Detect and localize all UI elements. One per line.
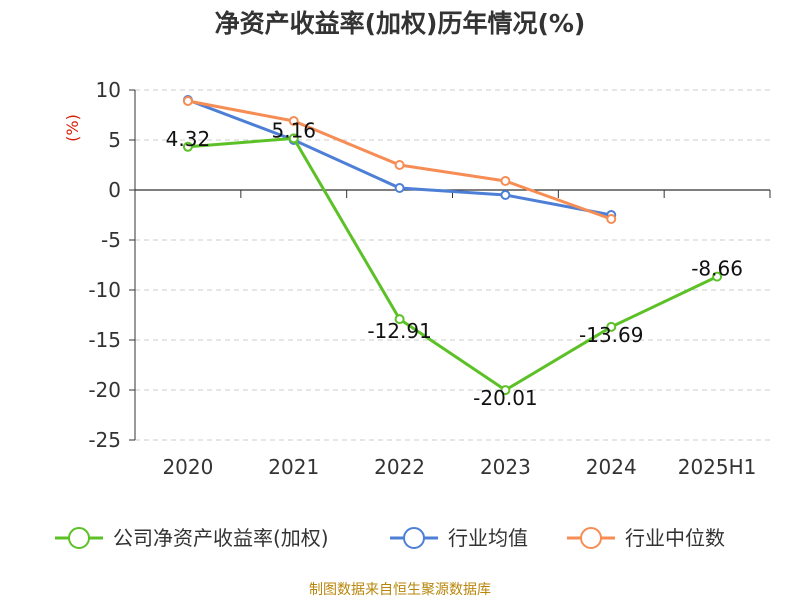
legend-marker <box>580 527 602 549</box>
y-tick-label: -20 <box>88 378 121 402</box>
data-point <box>288 133 299 144</box>
legend-label: 公司净资产收益率(加权) <box>113 526 329 550</box>
x-tick-label: 2024 <box>586 455 637 479</box>
data-point <box>500 176 511 186</box>
data-label: 4.32 <box>166 127 211 151</box>
source-note: 制图数据来自恒生聚源数据库 <box>309 582 491 598</box>
chart-title: 净资产收益率(加权)历年情况(%) <box>214 9 586 38</box>
legend-label: 行业中位数 <box>625 526 725 550</box>
series-line-0 <box>187 136 718 392</box>
data-point <box>394 160 405 170</box>
legend-marker <box>68 527 90 549</box>
data-point <box>182 96 193 106</box>
data-point <box>712 271 723 282</box>
data-label: -8.66 <box>691 257 743 281</box>
data-label: -13.69 <box>579 323 643 347</box>
data-point <box>394 314 405 325</box>
data-point <box>500 190 511 200</box>
data-point <box>394 183 405 193</box>
data-point <box>606 214 617 224</box>
legend-marker <box>403 527 425 549</box>
y-tick-label: 5 <box>108 128 121 152</box>
data-label: -12.91 <box>367 319 431 343</box>
y-tick-label: 10 <box>96 78 121 102</box>
data-point <box>182 141 193 152</box>
y-tick-label: -5 <box>101 228 121 252</box>
y-axis-unit: (%) <box>63 114 82 142</box>
x-tick-label: 2022 <box>374 455 425 479</box>
y-tick-label: 0 <box>108 178 121 202</box>
y-tick-label: -25 <box>88 428 121 452</box>
x-tick-label: 2023 <box>480 455 531 479</box>
data-label: 5.16 <box>271 118 316 142</box>
data-point <box>606 321 617 332</box>
data-label: -20.01 <box>473 386 537 410</box>
y-tick-label: -10 <box>88 278 121 302</box>
x-tick-label: 2021 <box>268 455 319 479</box>
legend-label: 行业均值 <box>448 526 528 550</box>
y-tick-label: -15 <box>88 328 121 352</box>
x-tick-label: 2025H1 <box>678 455 757 479</box>
data-point <box>288 116 299 126</box>
x-tick-label: 2020 <box>162 455 213 479</box>
data-point <box>500 385 511 396</box>
